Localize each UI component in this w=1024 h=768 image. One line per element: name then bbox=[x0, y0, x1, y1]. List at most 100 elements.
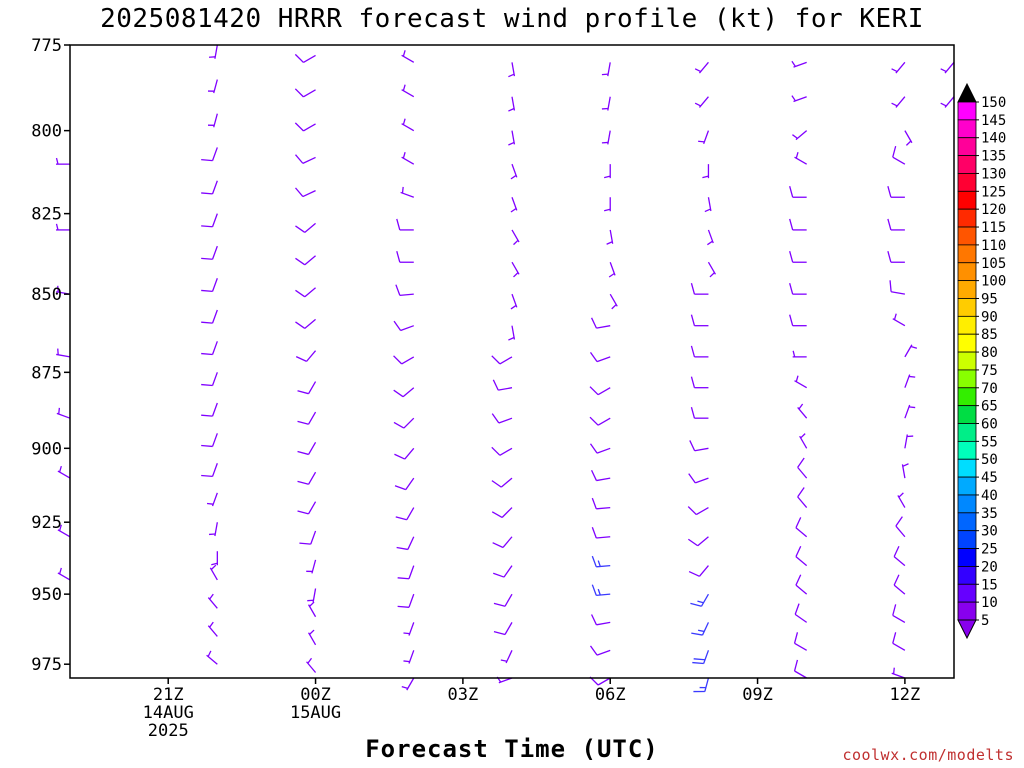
wind-barb bbox=[690, 593, 710, 607]
wind-barb bbox=[397, 593, 415, 608]
wind-barb bbox=[295, 350, 317, 362]
wind-barb bbox=[207, 79, 218, 94]
wind-barb bbox=[394, 477, 415, 491]
wind-barb bbox=[307, 588, 317, 603]
colorbar-swatch bbox=[957, 458, 977, 478]
colorbar-cap-bottom bbox=[957, 619, 977, 640]
colorbar-cap-top bbox=[957, 82, 977, 103]
wind-barb bbox=[887, 186, 905, 198]
colorbar-label: 110 bbox=[981, 238, 1006, 254]
y-tick-label: 975 bbox=[31, 655, 62, 675]
plot-frame bbox=[69, 44, 955, 679]
wind-barb bbox=[201, 180, 218, 195]
wind-barb bbox=[307, 601, 317, 618]
wind-barb bbox=[604, 164, 611, 179]
wind-barb bbox=[297, 381, 317, 395]
wind-barb bbox=[694, 61, 709, 74]
wind-barb bbox=[791, 95, 807, 103]
wind-barb bbox=[589, 351, 611, 363]
wind-barb bbox=[307, 629, 317, 646]
wind-barb bbox=[508, 325, 516, 341]
wind-barb bbox=[403, 622, 415, 636]
wind-barb bbox=[207, 621, 218, 637]
wind-barb bbox=[201, 463, 218, 478]
wind-barb bbox=[57, 524, 71, 538]
wind-barb bbox=[590, 614, 611, 626]
wind-barb bbox=[209, 564, 218, 581]
wind-barb bbox=[295, 187, 316, 198]
wind-barb bbox=[294, 122, 316, 132]
colorbar: 1501451401351301251201151101051009590858… bbox=[957, 82, 1006, 640]
x-tick-label: 00Z bbox=[300, 685, 331, 705]
y-tick-label: 925 bbox=[31, 513, 62, 533]
colorbar-label: 120 bbox=[981, 202, 1006, 218]
wind-barb bbox=[589, 443, 611, 454]
colorbar-swatch bbox=[957, 530, 977, 549]
wind-barb bbox=[201, 341, 218, 356]
x-tick-label: 12Z bbox=[890, 685, 921, 705]
wind-barb bbox=[793, 632, 807, 651]
wind-barb bbox=[891, 96, 906, 108]
wind-barb bbox=[794, 603, 808, 623]
wind-barb bbox=[892, 313, 906, 327]
wind-barb bbox=[57, 465, 71, 479]
wind-barb bbox=[401, 118, 415, 132]
wind-barb bbox=[396, 251, 414, 263]
wind-barb bbox=[789, 186, 807, 198]
wind-barb bbox=[295, 222, 316, 233]
wind-barb bbox=[294, 53, 316, 63]
wind-barb bbox=[795, 574, 808, 595]
wind-barb bbox=[591, 497, 611, 510]
wind-barb bbox=[690, 345, 709, 358]
wind-barb bbox=[794, 375, 807, 389]
wind-barb bbox=[510, 293, 518, 310]
wind-barb bbox=[789, 282, 807, 295]
wind-barb bbox=[55, 157, 70, 165]
wind-barb bbox=[206, 650, 218, 665]
wind-barb bbox=[904, 434, 914, 449]
wind-barb bbox=[687, 536, 709, 547]
colorbar-swatch bbox=[957, 423, 977, 442]
colorbar-label: 80 bbox=[981, 345, 998, 361]
wind-barb bbox=[403, 650, 415, 664]
colorbar-label: 125 bbox=[981, 184, 1006, 200]
wind-barb bbox=[797, 487, 808, 509]
wind-barb bbox=[797, 403, 808, 419]
wind-barb bbox=[789, 218, 807, 231]
wind-barb bbox=[901, 463, 909, 479]
wind-barb bbox=[789, 251, 807, 263]
y-tick-label: 775 bbox=[31, 36, 62, 56]
x-tick-label: 03Z bbox=[448, 685, 479, 705]
wind-barb bbox=[893, 574, 906, 595]
wind-barb bbox=[793, 659, 807, 679]
wind-barb bbox=[601, 96, 611, 111]
colorbar-label: 55 bbox=[981, 434, 998, 450]
wind-barb bbox=[57, 567, 71, 581]
wind-barb bbox=[491, 355, 513, 365]
colorbar-label: 30 bbox=[981, 524, 998, 540]
wind-barb bbox=[792, 350, 807, 358]
x-axis-title: Forecast Time (UTC) bbox=[365, 735, 659, 763]
colorbar-label: 150 bbox=[981, 95, 1006, 111]
wind-barb bbox=[208, 522, 218, 537]
x-tick-label: 09Z bbox=[742, 685, 773, 705]
wind-barb bbox=[297, 501, 317, 515]
wind-barb bbox=[789, 314, 807, 327]
wind-barb bbox=[589, 386, 611, 396]
wind-barb bbox=[891, 667, 906, 679]
wind-barb bbox=[795, 517, 808, 538]
wind-barb bbox=[295, 287, 316, 298]
wind-barb bbox=[493, 622, 513, 636]
wind-barb bbox=[690, 282, 709, 295]
colorbar-swatch bbox=[957, 601, 977, 621]
wind-barb bbox=[791, 60, 807, 68]
colorbar-swatch bbox=[957, 119, 977, 139]
colorbar-swatch bbox=[957, 280, 977, 299]
wind-barb bbox=[395, 507, 415, 521]
wind-barb bbox=[601, 62, 611, 77]
wind-barb bbox=[608, 262, 616, 278]
wind-barb bbox=[295, 255, 316, 266]
colorbar-swatch bbox=[957, 137, 977, 156]
colorbar-label: 20 bbox=[981, 559, 998, 575]
